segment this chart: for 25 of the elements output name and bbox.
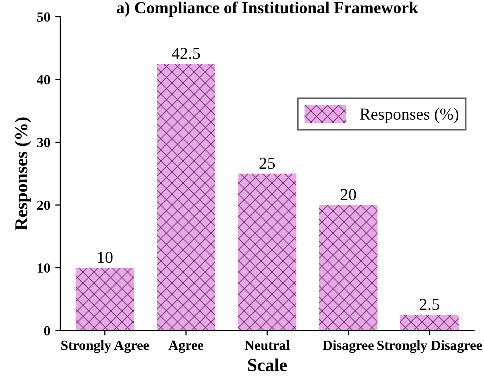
x-axis-title: Scale xyxy=(248,358,287,372)
x-tick-label: Strongly Disagree xyxy=(378,340,482,354)
x-tick-label: Neutral xyxy=(244,340,290,350)
x-tick-label: Strongly Agree xyxy=(62,340,150,354)
bar xyxy=(157,64,216,331)
data-label: 25 xyxy=(260,158,276,170)
y-tick-label: 40 xyxy=(37,75,50,85)
x-tick-label: Disagree xyxy=(323,340,374,354)
data-label: 20 xyxy=(340,189,356,200)
bar xyxy=(400,315,459,331)
chart-title: a) Compliance of Institutional Framework xyxy=(117,2,418,18)
bar xyxy=(238,174,297,331)
data-label: 2.5 xyxy=(420,299,440,310)
y-tick-label: 20 xyxy=(37,200,50,210)
y-tick-label: 50 xyxy=(37,12,50,22)
data-label: 42.5 xyxy=(172,48,200,60)
y-axis-title: Responses (%) xyxy=(14,118,32,230)
legend-label: Responses (%) xyxy=(360,108,459,124)
bar xyxy=(319,205,378,331)
y-tick-label: 30 xyxy=(37,138,50,148)
data-label: 10 xyxy=(98,252,113,264)
bar xyxy=(76,268,134,331)
y-tick-label: 10 xyxy=(38,264,50,273)
y-tick-label: 0 xyxy=(44,326,50,336)
x-tick-label: Agree xyxy=(168,340,204,354)
